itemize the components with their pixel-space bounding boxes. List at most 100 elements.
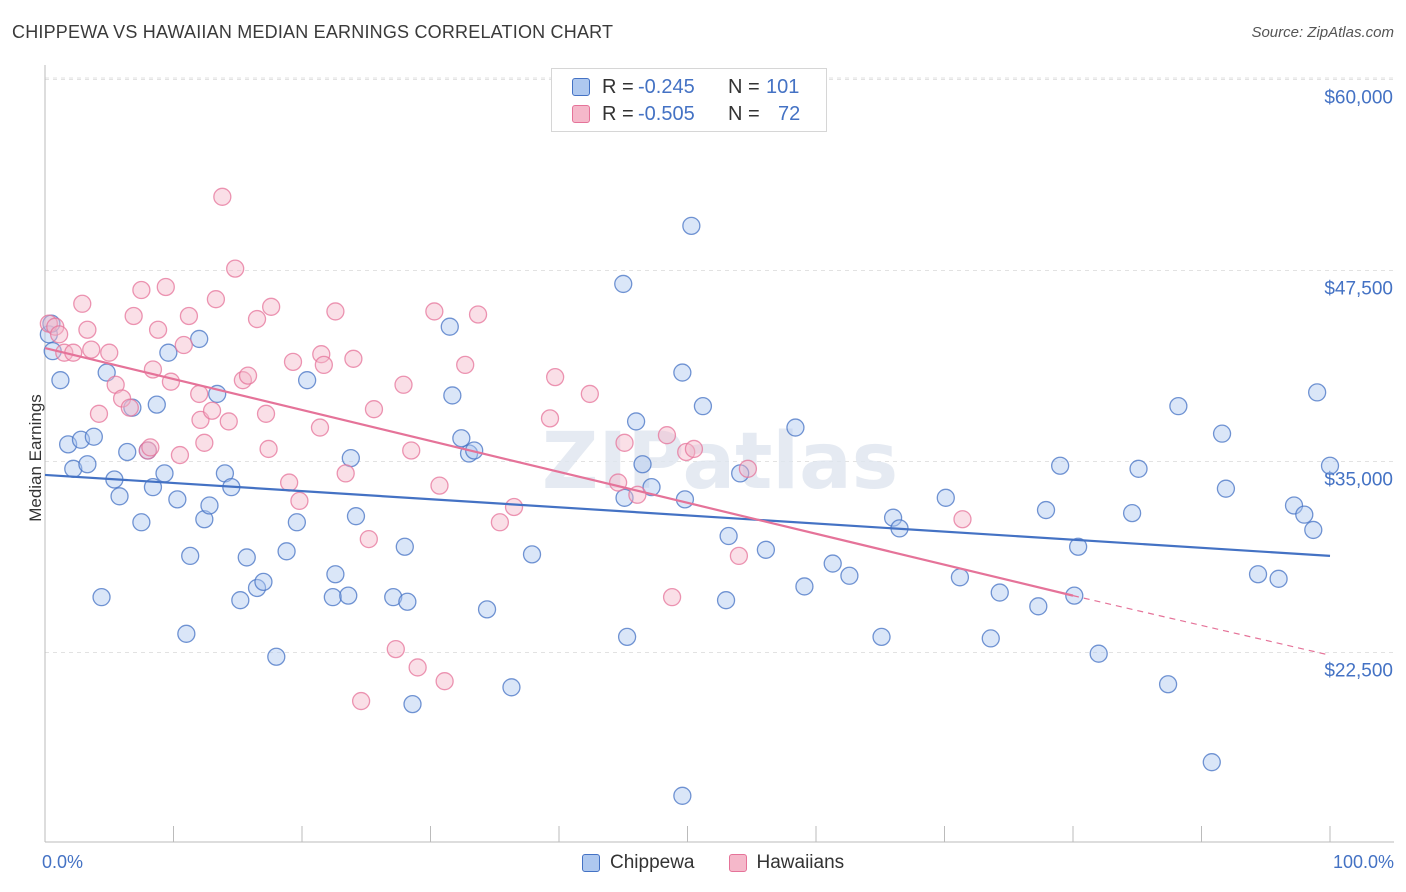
point-chippewa (617, 627, 637, 647)
legend-n-label: N = (728, 75, 760, 98)
point-hawaiians (615, 433, 634, 452)
point-chippewa (440, 317, 459, 336)
point-chippewa (231, 591, 250, 610)
point-chippewa (181, 546, 200, 566)
point-chippewa (795, 577, 814, 596)
point-hawaiians (170, 445, 190, 465)
point-hawaiians (430, 476, 449, 495)
point-chippewa (326, 565, 345, 584)
point-chippewa (1269, 569, 1288, 588)
legend-r-label: R = (602, 102, 634, 125)
point-chippewa (693, 397, 713, 416)
point-hawaiians (161, 372, 181, 391)
point-chippewa (443, 386, 462, 405)
point-hawaiians (359, 529, 378, 549)
point-chippewa (277, 542, 296, 561)
point-hawaiians (456, 355, 475, 375)
point-chippewa (1212, 424, 1232, 443)
point-hawaiians (259, 439, 278, 459)
series-legend-item-hawaiians: Hawaiians (728, 852, 845, 874)
point-chippewa (675, 490, 695, 509)
series-legend-swatch-chippewa (582, 854, 600, 872)
point-hawaiians (226, 259, 245, 278)
point-hawaiians (112, 389, 132, 408)
point-hawaiians (190, 384, 209, 404)
point-chippewa (297, 371, 317, 390)
point-chippewa (110, 487, 129, 506)
point-chippewa (339, 586, 358, 605)
point-chippewa (840, 566, 859, 585)
point-chippewa (786, 418, 805, 437)
point-chippewa (614, 274, 633, 294)
point-chippewa (1068, 537, 1088, 556)
series-legend-swatch-hawaiians (728, 854, 747, 872)
point-chippewa (155, 464, 174, 483)
point-hawaiians (545, 367, 565, 387)
point-hawaiians (310, 418, 330, 437)
point-chippewa (254, 572, 273, 592)
point-chippewa (1169, 397, 1188, 416)
chart-source: Source: ZipAtlas.com (1251, 24, 1394, 41)
point-hawaiians (468, 305, 488, 324)
point-chippewa (84, 427, 103, 446)
point-hawaiians (490, 513, 510, 532)
point-hawaiians (386, 639, 405, 659)
point-hawaiians (238, 366, 258, 385)
point-chippewa (384, 588, 403, 607)
point-chippewa (633, 455, 652, 474)
point-chippewa (267, 647, 286, 666)
point-hawaiians (662, 588, 682, 607)
legend-r-value: -0.245 (638, 75, 695, 98)
point-hawaiians (283, 352, 303, 371)
x-tick-label-max: 100.0% (1332, 852, 1394, 872)
point-chippewa (990, 583, 1009, 602)
point-hawaiians (738, 459, 758, 478)
point-hawaiians (73, 294, 92, 313)
point-chippewa (1248, 565, 1268, 584)
point-hawaiians (504, 497, 524, 517)
point-chippewa (1308, 383, 1327, 402)
point-hawaiians (195, 433, 214, 452)
point-hawaiians (256, 404, 276, 423)
legend-n-value: 72 (778, 102, 801, 125)
point-chippewa (51, 371, 70, 390)
point-chippewa (403, 694, 422, 714)
point-hawaiians (206, 290, 226, 309)
point-chippewa (159, 343, 178, 362)
point-chippewa (200, 496, 219, 515)
point-hawaiians (213, 187, 232, 206)
point-chippewa (1158, 675, 1178, 694)
point-hawaiians (202, 401, 222, 420)
point-chippewa (118, 442, 137, 462)
point-hawaiians (219, 412, 238, 431)
point-chippewa (1029, 597, 1048, 616)
point-chippewa (1202, 753, 1221, 772)
point-chippewa (950, 568, 970, 587)
point-chippewa (682, 216, 701, 236)
series-legend-label-chippewa: Chippewa (610, 852, 695, 873)
chart-title: CHIPPEWA VS HAWAIIAN MEDIAN EARNINGS COR… (12, 22, 614, 42)
point-hawaiians (953, 510, 972, 529)
point-chippewa (1284, 496, 1304, 515)
point-hawaiians (179, 306, 199, 326)
point-chippewa (1216, 479, 1236, 498)
legend-row-hawaiians: R = -0.505 N = 72 (572, 100, 800, 128)
point-hawaiians (435, 672, 454, 691)
point-chippewa (395, 537, 414, 556)
point-chippewa (756, 540, 776, 559)
point-chippewa (1122, 503, 1142, 523)
point-chippewa (626, 412, 646, 431)
point-hawaiians (120, 398, 139, 417)
point-chippewa (1320, 456, 1340, 475)
point-chippewa (237, 548, 256, 567)
point-hawaiians (729, 546, 749, 566)
point-hawaiians (132, 280, 151, 300)
legend-n-value: 101 (766, 75, 800, 98)
point-hawaiians (138, 441, 157, 460)
legend-swatch-chippewa (572, 78, 590, 96)
series-legend-label-hawaiians: Hawaiians (756, 852, 845, 873)
legend-row-chippewa: R = -0.245 N = 101 (572, 73, 799, 101)
point-chippewa (981, 629, 1000, 648)
point-hawaiians (364, 400, 384, 419)
point-chippewa (477, 600, 497, 619)
